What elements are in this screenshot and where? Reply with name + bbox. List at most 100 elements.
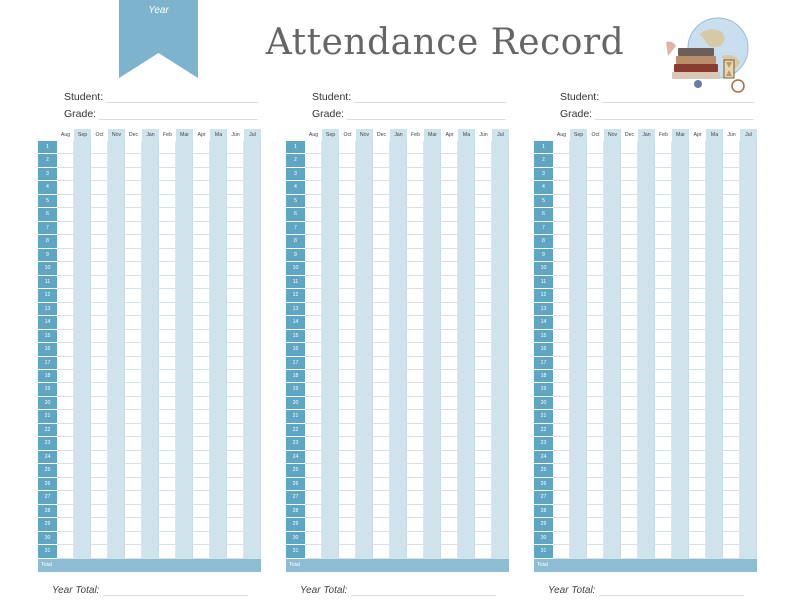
month-column[interactable] bbox=[587, 141, 604, 559]
day-number: 18 bbox=[534, 369, 553, 384]
row-divider bbox=[305, 409, 509, 411]
month-column[interactable] bbox=[706, 141, 723, 559]
month-header: Jan bbox=[638, 129, 655, 141]
month-column[interactable] bbox=[57, 141, 74, 559]
month-column[interactable] bbox=[305, 141, 322, 559]
year-total-input-line[interactable] bbox=[599, 584, 744, 596]
month-header: Dec bbox=[128, 132, 139, 138]
month-column[interactable] bbox=[159, 141, 176, 559]
student-input-line[interactable] bbox=[354, 91, 506, 103]
year-total-field[interactable]: Year Total: bbox=[52, 584, 248, 596]
month-column[interactable] bbox=[176, 141, 193, 559]
month-column[interactable] bbox=[91, 141, 108, 559]
row-divider bbox=[553, 234, 757, 236]
grade-field[interactable]: Grade: bbox=[64, 108, 258, 120]
day-number: 4 bbox=[38, 181, 57, 195]
day-number: 26 bbox=[38, 477, 57, 492]
month-column[interactable] bbox=[244, 141, 261, 559]
row-divider bbox=[305, 153, 509, 155]
month-column[interactable] bbox=[108, 141, 125, 559]
row-divider bbox=[57, 288, 261, 290]
month-column[interactable] bbox=[621, 141, 638, 559]
day-number: 20 bbox=[38, 396, 57, 411]
row-divider bbox=[553, 328, 757, 330]
month-column[interactable] bbox=[723, 141, 740, 559]
grade-input-line[interactable] bbox=[99, 108, 258, 120]
total-row[interactable]: Total bbox=[38, 558, 261, 572]
year-total-input-line[interactable] bbox=[351, 584, 496, 596]
day-number: 25 bbox=[286, 464, 305, 478]
month-column[interactable] bbox=[125, 141, 142, 559]
row-divider bbox=[305, 490, 509, 492]
month-column[interactable] bbox=[570, 141, 587, 559]
total-row[interactable]: Total bbox=[286, 558, 509, 572]
student-input-line[interactable] bbox=[106, 91, 258, 103]
row-divider bbox=[305, 503, 509, 505]
day-number: 2 bbox=[534, 154, 553, 168]
day-number: 10 bbox=[286, 262, 305, 276]
month-header: Mar bbox=[424, 129, 441, 141]
day-number: 31 bbox=[38, 545, 57, 559]
grade-input-line[interactable] bbox=[347, 108, 506, 120]
month-column[interactable] bbox=[424, 141, 441, 559]
month-column[interactable] bbox=[407, 141, 424, 559]
grade-field[interactable]: Grade: bbox=[560, 108, 754, 120]
day-number: 17 bbox=[38, 356, 57, 370]
month-header: Jan bbox=[390, 129, 407, 141]
row-divider bbox=[305, 207, 509, 209]
year-total-field[interactable]: Year Total: bbox=[300, 584, 496, 596]
row-divider bbox=[57, 301, 261, 303]
row-divider bbox=[553, 422, 757, 424]
month-column[interactable] bbox=[672, 141, 689, 559]
month-column[interactable] bbox=[441, 141, 458, 559]
month-column[interactable] bbox=[604, 141, 621, 559]
grade-label: Grade: bbox=[64, 108, 97, 120]
day-number: 28 bbox=[534, 504, 553, 519]
row-divider bbox=[553, 449, 757, 451]
month-column[interactable] bbox=[193, 141, 210, 559]
month-header: Ma bbox=[706, 129, 723, 141]
day-number: 23 bbox=[286, 437, 305, 451]
month-column[interactable] bbox=[210, 141, 227, 559]
month-column[interactable] bbox=[142, 141, 159, 559]
month-column[interactable] bbox=[339, 141, 356, 559]
month-column[interactable] bbox=[458, 141, 475, 559]
month-header: Apr bbox=[197, 132, 206, 138]
month-column[interactable] bbox=[638, 141, 655, 559]
row-divider bbox=[305, 530, 509, 532]
month-column[interactable] bbox=[227, 141, 244, 559]
student-field[interactable]: Student: bbox=[64, 91, 258, 103]
month-column[interactable] bbox=[689, 141, 706, 559]
day-number: 21 bbox=[286, 410, 305, 424]
month-column[interactable] bbox=[322, 141, 339, 559]
day-number: 10 bbox=[38, 262, 57, 276]
student-field[interactable]: Student: bbox=[312, 91, 506, 103]
month-column[interactable] bbox=[492, 141, 509, 559]
month-column[interactable] bbox=[390, 141, 407, 559]
day-number: 2 bbox=[38, 154, 57, 168]
student-input-line[interactable] bbox=[602, 91, 754, 103]
year-total-input-line[interactable] bbox=[103, 584, 248, 596]
row-divider bbox=[305, 220, 509, 222]
month-column[interactable] bbox=[475, 141, 492, 559]
row-divider bbox=[553, 476, 757, 478]
grade-field[interactable]: Grade: bbox=[312, 108, 506, 120]
month-header: Nov bbox=[356, 129, 373, 141]
month-column[interactable] bbox=[74, 141, 91, 559]
month-column[interactable] bbox=[740, 141, 757, 559]
student-field[interactable]: Student: bbox=[560, 91, 754, 103]
month-header: Feb bbox=[411, 132, 420, 138]
row-divider bbox=[305, 328, 509, 330]
total-row[interactable]: Total bbox=[534, 558, 757, 572]
month-column[interactable] bbox=[356, 141, 373, 559]
month-column[interactable] bbox=[373, 141, 390, 559]
year-total-field[interactable]: Year Total: bbox=[548, 584, 744, 596]
day-number: 6 bbox=[286, 208, 305, 222]
month-column[interactable] bbox=[655, 141, 672, 559]
row-divider bbox=[57, 274, 261, 276]
row-divider bbox=[57, 449, 261, 451]
grade-input-line[interactable] bbox=[595, 108, 754, 120]
month-column[interactable] bbox=[553, 141, 570, 559]
day-number: 18 bbox=[38, 369, 57, 384]
row-divider bbox=[57, 328, 261, 330]
